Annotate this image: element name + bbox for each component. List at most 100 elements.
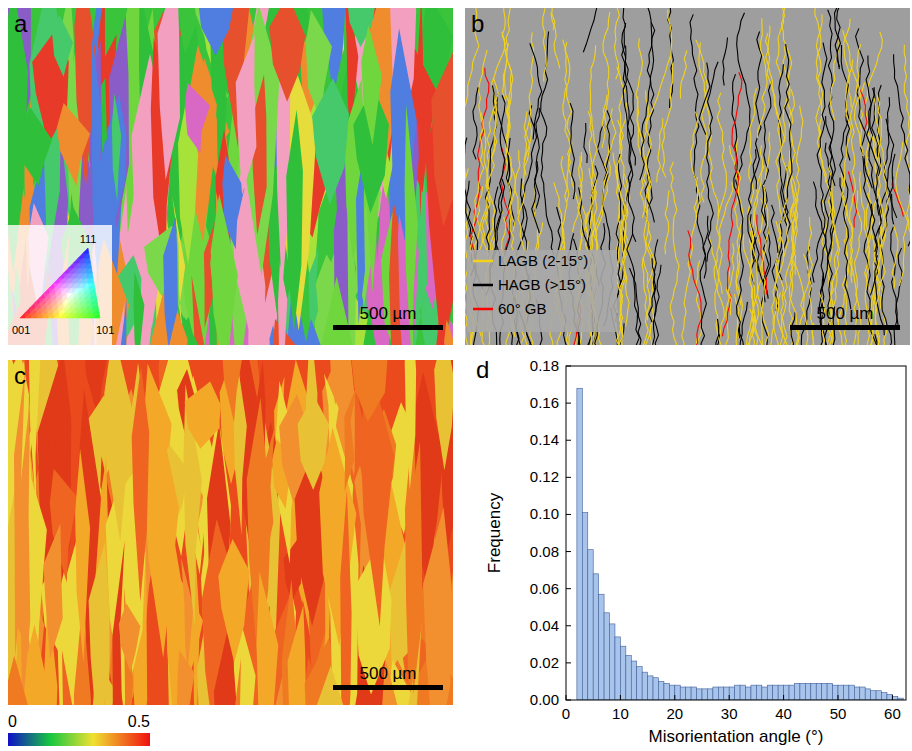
ipf-cell (69, 268, 75, 273)
grain (21, 107, 52, 186)
grain (120, 299, 127, 345)
bar (892, 696, 897, 700)
bar (642, 672, 647, 700)
ipf-cell (41, 308, 47, 313)
taylor-map (8, 360, 453, 705)
bar (664, 683, 669, 700)
grain-boundary (791, 203, 796, 275)
grain (418, 8, 424, 218)
grain (8, 656, 28, 705)
ipf-cell (78, 258, 84, 263)
ipf-key (20, 248, 100, 318)
ipf-cell (83, 288, 89, 293)
legend-background (467, 250, 617, 332)
grain (89, 542, 110, 705)
legend: LAGB (2-15°)HAGB (>15°)60° GB (467, 250, 617, 332)
grain (218, 539, 249, 662)
grain-boundary (699, 216, 708, 345)
grain-boundary (524, 111, 529, 175)
legend-swatch (473, 308, 493, 311)
grain-boundary (761, 185, 768, 345)
grain-boundary (837, 8, 841, 67)
ipf-cell (80, 268, 86, 273)
scale-bar-label: 500 µm (359, 304, 416, 323)
ipf-map (8, 8, 453, 345)
bar (593, 574, 598, 700)
grain-boundary (696, 40, 719, 216)
grain-boundary (682, 112, 698, 345)
ipf-cell (86, 263, 92, 268)
grain-boundary (649, 258, 655, 322)
ipf-cell (61, 288, 67, 293)
bar (680, 687, 685, 700)
bar (620, 646, 625, 700)
ipf-cell (93, 313, 99, 318)
bar (686, 687, 691, 700)
ipf-cell (89, 288, 95, 293)
bar (637, 667, 642, 700)
bar (860, 687, 865, 700)
ipf-cell (93, 308, 99, 313)
grain-boundary (665, 190, 669, 254)
ipf-cell (70, 308, 76, 313)
grain (222, 360, 243, 423)
grain-boundary (622, 8, 636, 242)
legend-swatch (473, 260, 493, 263)
ipf-cell (51, 298, 57, 303)
ipf-cell (87, 268, 93, 273)
y-tick-label: 0.14 (530, 431, 559, 448)
grain (52, 14, 73, 76)
grain-boundary (473, 87, 478, 159)
x-axis-title: Misorientation angle (°) (649, 727, 824, 746)
scale-bar (333, 325, 443, 330)
grain (423, 507, 451, 705)
grain (197, 8, 234, 56)
x-tick (729, 695, 730, 700)
ipf-cell (79, 263, 85, 268)
grain (57, 103, 90, 186)
grain-boundary (699, 63, 710, 135)
ipf-cell (69, 303, 75, 308)
ipf-cell (68, 298, 74, 303)
grain-boundary (551, 12, 560, 68)
ipf-cell (83, 248, 89, 253)
grain-boundary (783, 46, 788, 142)
ipf-cell (87, 273, 93, 278)
grain-boundary (779, 64, 791, 280)
panel-letter: b (471, 10, 484, 37)
x-tick (566, 695, 567, 700)
bar (729, 687, 734, 700)
ipf-cell (65, 278, 71, 283)
bar (746, 687, 751, 700)
grain-boundary (588, 111, 593, 199)
grain-boundary (776, 8, 786, 78)
x-tick-label: 10 (612, 705, 629, 722)
y-tick (566, 625, 571, 626)
ipf-cell (53, 308, 59, 313)
y-tick (566, 477, 571, 478)
ipf-cell (78, 288, 84, 293)
grain-boundary (532, 161, 540, 233)
bar (735, 685, 740, 700)
grain-boundary (602, 12, 610, 148)
ipf-cell (39, 298, 45, 303)
ipf-cell (86, 303, 92, 308)
y-tick-label: 0.00 (530, 691, 559, 708)
ipf-cell (87, 278, 93, 283)
bar (615, 637, 620, 700)
ipf-cell (63, 303, 69, 308)
ipf-cell (65, 283, 71, 288)
grain-boundary (781, 8, 798, 224)
grain-boundary (757, 215, 767, 295)
panel-letter: a (14, 10, 28, 37)
panel-letter: d (476, 356, 489, 383)
ipf-cell (79, 298, 85, 303)
grain (278, 262, 287, 345)
grain-boundary (530, 43, 542, 139)
bar (702, 689, 707, 700)
grain (28, 360, 40, 520)
grain (431, 45, 453, 227)
ipf-cell (75, 273, 81, 278)
grain-boundary (777, 293, 789, 346)
ipf-cell (84, 258, 90, 263)
